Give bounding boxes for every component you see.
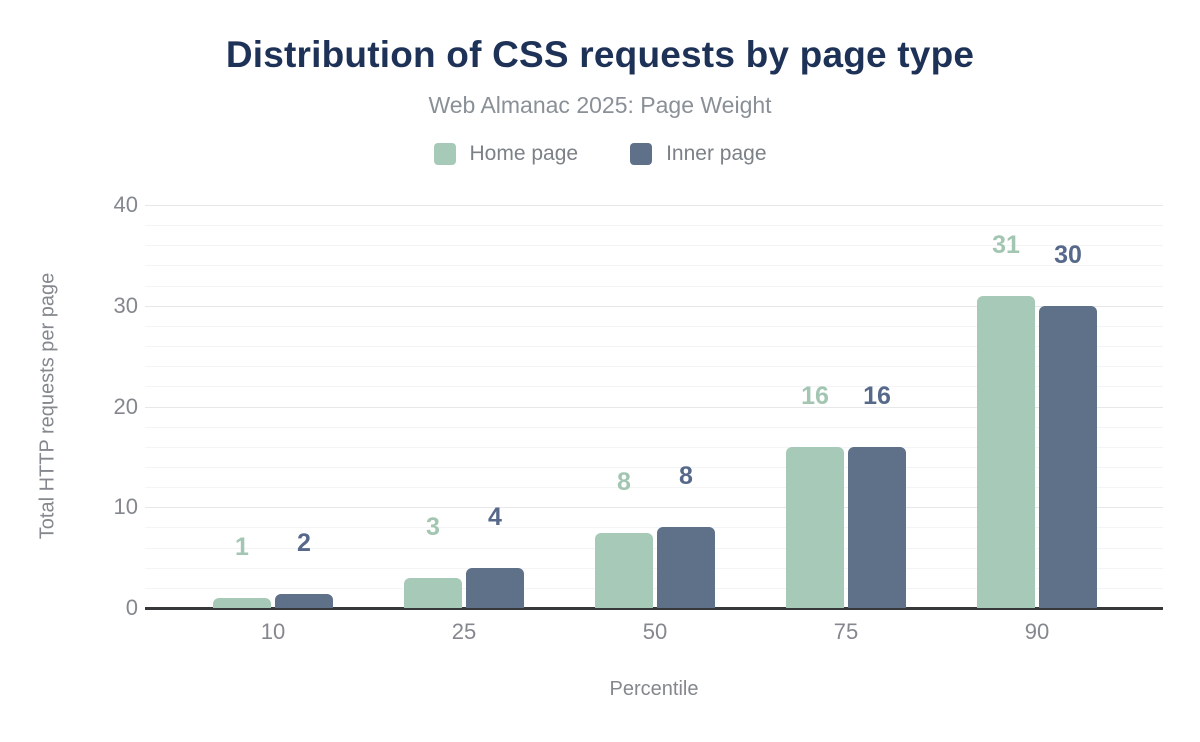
chart-legend: Home page Inner page [0,142,1200,166]
gridline-minor [145,265,1163,266]
home-page-bar-p10[interactable] [213,598,271,608]
y-tick-label: 10 [113,494,138,519]
y-axis-title: Total HTTP requests per page [36,272,59,540]
home-page-value-p50: 8 [617,468,631,496]
gridline-major [145,306,1163,307]
inner-page-value-p90: 30 [1054,241,1082,269]
x-axis-line [145,607,1163,610]
inner-page-bar-p10[interactable] [275,594,333,608]
gridline-major [145,407,1163,408]
inner-page-value-p75: 16 [863,382,891,410]
x-axis-title: Percentile [609,678,699,700]
chart-subtitle: Web Almanac 2025: Page Weight [428,92,772,118]
home-page-bar-p25[interactable] [404,578,462,608]
inner-page-value-p50: 8 [679,462,693,490]
home-page-value-p10: 1 [235,533,249,561]
home-page-value-p90: 31 [992,231,1020,259]
inner-page-swatch-icon [630,143,653,165]
gridline-minor [145,366,1163,367]
gridline-major [145,507,1163,508]
gridline-minor [145,427,1163,428]
legend-label: Inner page [666,142,767,165]
inner-page-value-p25: 4 [488,503,502,531]
gridline-minor [145,568,1163,569]
home-page-value-p25: 3 [426,513,440,541]
gridline-minor [145,386,1163,387]
x-tick-label: 25 [451,619,477,644]
legend-item-home-page[interactable]: Home page [433,142,579,166]
gridline-minor [145,467,1163,468]
gridline-minor [145,487,1163,488]
y-tick-label: 20 [113,394,138,419]
gridline-major [145,205,1163,206]
inner-page-bar-p75[interactable] [848,447,906,608]
gridline-minor [145,286,1163,287]
inner-page-bar-p90[interactable] [1039,306,1097,608]
y-tick-label: 30 [113,293,138,318]
chart-title: Distribution of CSS requests by page typ… [225,34,975,75]
x-tick-label: 90 [1024,619,1050,644]
inner-page-bar-p50[interactable] [657,527,715,608]
gridline-minor [145,225,1163,226]
x-tick-label: 75 [833,619,859,644]
inner-page-value-p10: 2 [297,529,311,557]
home-page-bar-p90[interactable] [977,296,1035,608]
inner-page-bar-p25[interactable] [466,568,524,608]
home-page-bar-p75[interactable] [786,447,844,608]
gridline-minor [145,527,1163,528]
home-page-bar-p50[interactable] [595,533,653,608]
gridline-minor [145,346,1163,347]
legend-label: Home page [469,142,579,165]
gridline-minor [145,588,1163,589]
y-tick-label: 0 [125,595,138,620]
gridline-minor [145,548,1163,549]
home-page-value-p75: 16 [801,382,829,410]
home-page-swatch-icon [433,143,456,165]
legend-item-inner-page[interactable]: Inner page [630,142,767,166]
x-tick-label: 10 [260,619,286,644]
gridline-minor [145,447,1163,448]
gridline-minor [145,326,1163,327]
y-tick-label: 40 [113,192,138,217]
gridline-minor [145,245,1163,246]
x-tick-label: 50 [642,619,668,644]
